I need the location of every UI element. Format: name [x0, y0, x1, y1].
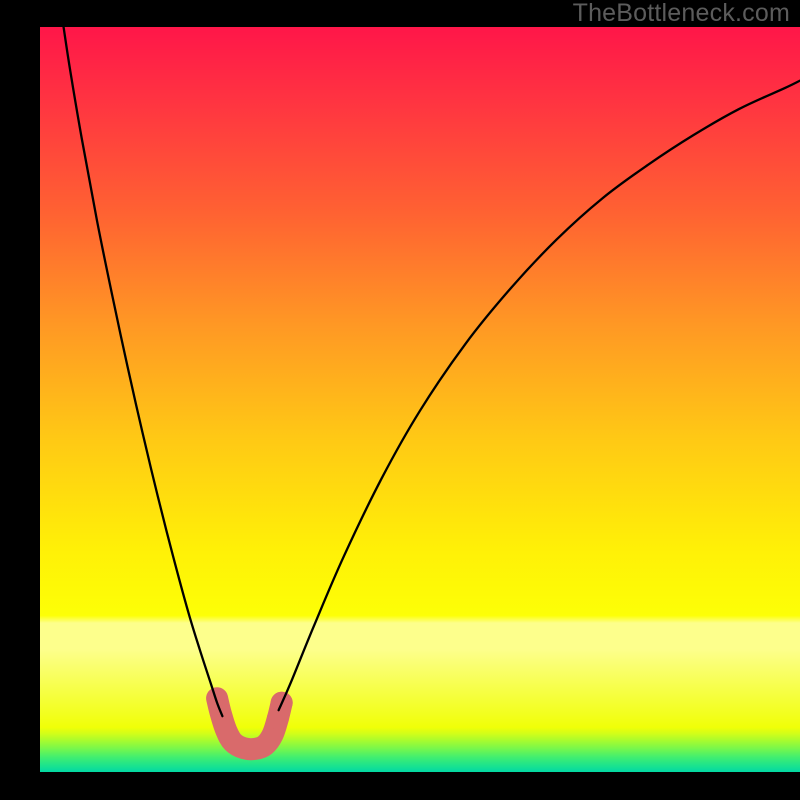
curve-right-arm [279, 81, 800, 711]
curve-left-arm [64, 27, 223, 716]
watermark-text: TheBottleneck.com [573, 0, 790, 28]
plot-area [40, 27, 800, 772]
chart-svg [40, 27, 800, 772]
